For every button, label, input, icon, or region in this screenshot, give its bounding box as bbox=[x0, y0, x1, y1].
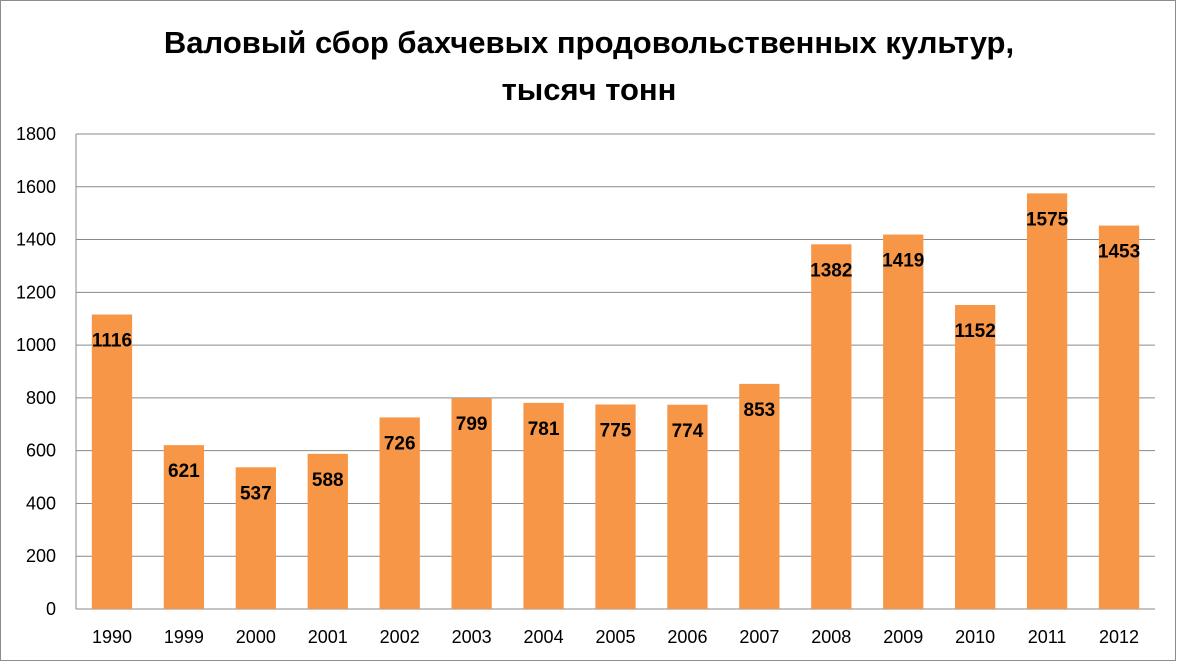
x-tick-label: 2012 bbox=[1099, 627, 1139, 647]
chart-subtitle: тысяч тонн bbox=[501, 72, 677, 107]
data-labels: 1116 621 537 588 726 799 781 775 774 853 1382 1419 1… bbox=[92, 209, 1140, 504]
data-label: 621 bbox=[168, 461, 200, 482]
bar bbox=[163, 445, 205, 609]
y-tick-label: 600 bbox=[26, 441, 56, 461]
bar bbox=[883, 234, 924, 609]
bar bbox=[451, 398, 492, 609]
data-label: 775 bbox=[600, 420, 632, 441]
bar bbox=[523, 402, 564, 609]
chart-title: Валовый сбор бахчевых продовольственных … bbox=[163, 25, 1015, 60]
data-label: 799 bbox=[456, 414, 488, 435]
bar bbox=[379, 417, 420, 609]
x-tick-label: 2009 bbox=[883, 627, 923, 647]
x-tick-label: 2005 bbox=[595, 627, 635, 647]
data-label: 1116 bbox=[92, 331, 132, 352]
data-label: 1575 bbox=[1026, 209, 1069, 230]
y-tick-label: 400 bbox=[26, 493, 56, 513]
y-tick-label: 200 bbox=[26, 546, 56, 566]
x-tick-label: 1990 bbox=[92, 627, 132, 647]
y-tick-label: 0 bbox=[46, 599, 56, 619]
x-tick-label: 2006 bbox=[667, 627, 707, 647]
x-tick-label: 2000 bbox=[236, 627, 276, 647]
y-tick-label: 1600 bbox=[16, 177, 56, 197]
data-label: 1453 bbox=[1098, 242, 1140, 263]
bar bbox=[955, 305, 996, 609]
bar bbox=[1098, 225, 1140, 609]
x-tick-label: 2010 bbox=[955, 627, 995, 647]
bar bbox=[667, 404, 708, 609]
bar bbox=[307, 453, 348, 609]
y-tick-label: 1800 bbox=[16, 124, 56, 144]
bar bbox=[91, 314, 133, 609]
data-label: 726 bbox=[384, 433, 416, 454]
data-label: 537 bbox=[240, 483, 272, 504]
y-axis-ticks: 0 200 400 600 800 1000 1200 1400 1600 1800 bbox=[16, 124, 56, 619]
bar bbox=[235, 467, 276, 609]
x-axis-ticks: 1990 1999 2000 2001 2002 2003 2004 2005 2006 2007… bbox=[92, 627, 1139, 647]
data-label: 774 bbox=[672, 421, 704, 442]
bar bbox=[595, 404, 636, 609]
x-tick-label: 2007 bbox=[739, 627, 779, 647]
y-tick-label: 1200 bbox=[16, 282, 56, 302]
x-tick-label: 2008 bbox=[811, 627, 851, 647]
x-tick-label: 2001 bbox=[308, 627, 348, 647]
y-tick-label: 1400 bbox=[16, 230, 56, 250]
y-tick-label: 800 bbox=[26, 388, 56, 408]
x-tick-label: 2011 bbox=[1028, 627, 1067, 647]
x-tick-label: 1999 bbox=[164, 627, 204, 647]
bar bbox=[1026, 193, 1068, 609]
y-tick-label: 1000 bbox=[16, 335, 56, 355]
bar bbox=[739, 383, 780, 609]
x-tick-label: 2002 bbox=[380, 627, 420, 647]
data-label: 1419 bbox=[882, 251, 924, 272]
data-label: 853 bbox=[744, 400, 776, 421]
bars bbox=[91, 193, 1140, 610]
data-label: 588 bbox=[312, 470, 344, 491]
x-tick-label: 2003 bbox=[452, 627, 492, 647]
data-label: 781 bbox=[528, 419, 560, 440]
x-tick-label: 2004 bbox=[524, 627, 564, 647]
data-label: 1152 bbox=[955, 321, 996, 342]
bar bbox=[811, 244, 852, 610]
data-label: 1382 bbox=[810, 260, 852, 281]
